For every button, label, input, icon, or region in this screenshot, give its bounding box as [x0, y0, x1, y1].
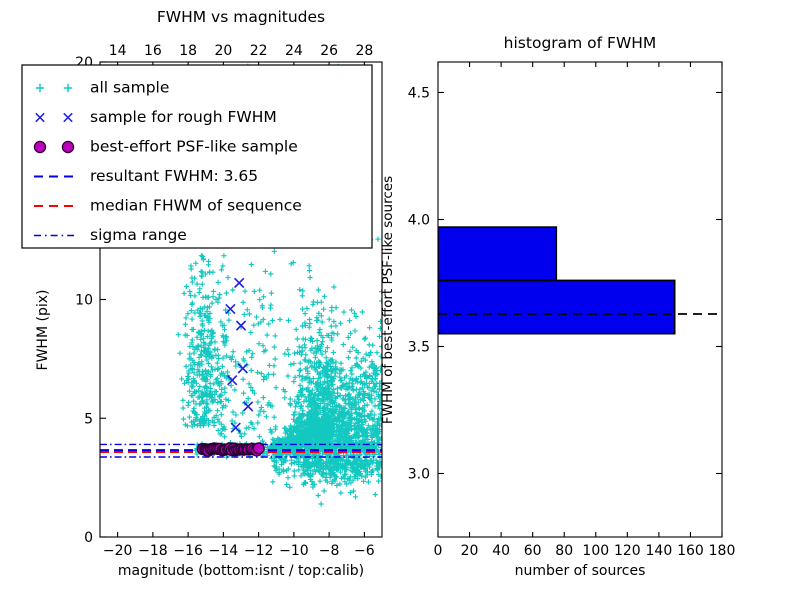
- xtick-label: −12: [244, 543, 274, 559]
- legend-item-label: sigma range: [90, 226, 187, 244]
- circle-marker: [61, 140, 75, 154]
- legend-item[interactable]: best-effort PSF-like sample: [33, 138, 298, 156]
- right-panel: histogram of FWHM 0 20 40 60 80 100 120 140 160 1…: [380, 34, 735, 579]
- histogram-bar: [438, 226, 558, 282]
- xtick-label: −10: [279, 543, 309, 559]
- xtick-top-label: 24: [285, 43, 303, 59]
- xtick-label: 180: [709, 543, 736, 559]
- xtick-top-label: 18: [179, 43, 197, 59]
- rough-fwhm-cross-markers: [225, 277, 254, 433]
- xtick-label: −6: [354, 543, 375, 559]
- left-panel-xaxis-bottom: −20 −18 −16 −14 −12 −10 −8 −6: [103, 532, 375, 559]
- psf-like-point: [252, 442, 265, 455]
- xtick-label: −14: [209, 543, 239, 559]
- legend-item[interactable]: sigma range: [34, 226, 187, 244]
- right-panel-title: histogram of FWHM: [504, 34, 657, 52]
- left-panel-xlabel: magnitude (bottom:isnt / top:calib): [118, 563, 364, 579]
- ytick-label: 0: [84, 530, 93, 546]
- ytick-label: 3.5: [408, 339, 430, 355]
- legend-item-label: median FHWM of sequence: [90, 197, 302, 215]
- xtick-top-label: 22: [250, 43, 268, 59]
- xtick-label: −18: [138, 543, 168, 559]
- circle-marker: [33, 140, 47, 154]
- cross-marker: [35, 112, 45, 123]
- right-panel-frame: [437, 61, 723, 538]
- right-panel-ylabel: FWHM of best-effort PSF-like sources: [380, 176, 396, 424]
- xtick-label: 160: [677, 543, 704, 559]
- legend-item[interactable]: all sample: [35, 79, 170, 97]
- xtick-top-label: 26: [320, 43, 338, 59]
- xtick-label: 140: [646, 543, 673, 559]
- xtick-top-label: 14: [109, 43, 127, 59]
- plus-marker: [63, 83, 73, 93]
- xtick-label: −20: [103, 543, 133, 559]
- left-panel-ylabel: FWHM (pix): [35, 290, 51, 371]
- legend-box: [21, 64, 373, 249]
- legend-item[interactable]: median FHWM of sequence: [34, 197, 302, 215]
- plus-marker: [35, 83, 45, 93]
- xtick-label: 20: [461, 543, 479, 559]
- xtick-label: 60: [524, 543, 542, 559]
- ytick-label: 3.0: [408, 466, 430, 482]
- xtick-label: 40: [492, 543, 510, 559]
- legend-item-label: all sample: [90, 79, 169, 97]
- xtick-label: 100: [582, 543, 609, 559]
- right-panel-xaxis: 0 20 40 60 80 100 120 140 160 180: [434, 62, 736, 559]
- ytick-label: 10: [75, 293, 93, 309]
- legend-item-label: sample for rough FWHM: [90, 108, 277, 126]
- xtick-top-label: 16: [144, 43, 162, 59]
- cross-marker: [63, 112, 73, 123]
- ytick-label: 5: [84, 411, 93, 427]
- xtick-top-label: 20: [214, 43, 232, 59]
- ytick-label: 4.0: [408, 212, 430, 228]
- series-rough-fwhm: [225, 277, 254, 433]
- histogram-bars: [438, 226, 676, 335]
- series-psf-like: [196, 442, 265, 457]
- right-panel-yaxis: 3.0 3.5 4.0 4.5: [408, 85, 722, 482]
- xtick-label: 0: [434, 543, 443, 559]
- right-panel-data: [438, 226, 722, 335]
- legend[interactable]: all sample sample for rough FWHM best-effo…: [21, 64, 373, 249]
- left-panel: FWHM vs magnitudes −20 −18 −16 −14 −12 −10 −8−…: [35, 8, 383, 579]
- xtick-label: 120: [614, 543, 641, 559]
- left-panel-title: FWHM vs magnitudes: [157, 8, 325, 26]
- legend-item[interactable]: sample for rough FWHM: [35, 108, 277, 126]
- legend-items: all sample sample for rough FWHM best-effo…: [33, 79, 302, 244]
- left-panel-xaxis-top: 14 16 18 20 22 24 26 28: [109, 43, 373, 67]
- right-panel-xlabel: number of sources: [515, 563, 646, 579]
- legend-item[interactable]: resultant FWHM: 3.65: [34, 167, 258, 185]
- xtick-label: −8: [319, 543, 340, 559]
- histogram-bar: [438, 279, 676, 335]
- xtick-label: −16: [173, 543, 203, 559]
- xtick-label: 80: [555, 543, 573, 559]
- ytick-label: 4.5: [408, 85, 430, 101]
- xtick-top-label: 28: [355, 43, 373, 59]
- legend-item-label: best-effort PSF-like sample: [90, 138, 298, 156]
- legend-item-label: resultant FWHM: 3.65: [90, 167, 258, 185]
